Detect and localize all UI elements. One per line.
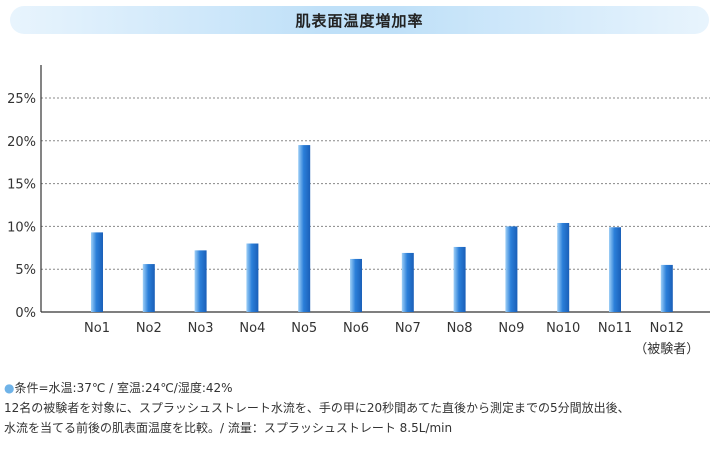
y-tick-label: 0% — [15, 306, 36, 321]
bar-no2 — [142, 264, 155, 312]
x-tick-label: No7 — [395, 321, 421, 336]
y-tick-label: 5% — [15, 263, 36, 278]
x-tick-label: No12 — [650, 321, 684, 336]
y-tick-label: 10% — [7, 220, 36, 235]
x-tick-label: No1 — [84, 321, 110, 336]
bar-no10 — [557, 222, 570, 312]
x-tick-label: No10 — [546, 321, 580, 336]
bar-no9 — [505, 226, 518, 312]
bar-no8 — [453, 246, 466, 312]
notes: ●条件=水温:37℃ / 室温:24℃/湿度:42% 12名の被験者を対象に、ス… — [4, 378, 630, 438]
x-tick-label: No9 — [498, 321, 524, 336]
bar-no1 — [91, 232, 103, 312]
x-tick-label: No2 — [136, 321, 162, 336]
x-tick-label: No8 — [447, 321, 473, 336]
y-tick-label: 15% — [7, 178, 36, 193]
bullet-icon: ● — [4, 381, 15, 395]
chart-title-bar: 肌表面温度増加率 — [10, 6, 709, 34]
bar-no4 — [246, 243, 259, 312]
y-tick-label: 20% — [7, 135, 36, 150]
bar-chart: 0% 5% 10% 15% 20% 25% No1 No2 No3 No4 No5 No6 No7 No8… — [7, 65, 710, 357]
bar-no6 — [350, 258, 362, 312]
x-tick-label: No4 — [239, 321, 265, 336]
x-tick-sublabel: （被験者） — [634, 342, 699, 357]
x-tick-label: No5 — [291, 321, 317, 336]
bar-no5 — [298, 145, 311, 312]
bar-no7 — [401, 252, 414, 312]
conditions-note: ●条件=水温:37℃ / 室温:24℃/湿度:42% — [4, 378, 630, 398]
chart-title: 肌表面温度増加率 — [295, 11, 424, 30]
y-tick-label: 25% — [7, 92, 36, 107]
bar-no3 — [194, 250, 207, 312]
bar-no11 — [609, 227, 621, 312]
conditions-text: 条件=水温:37℃ / 室温:24℃/湿度:42% — [14, 381, 233, 395]
method-note-1: 12名の被験者を対象に、スプラッシュストレート水流を、手の甲に20秒間あてた直後… — [4, 401, 630, 415]
bar-no12 — [660, 264, 673, 312]
method-note-2: 水流を当てる前後の肌表面温度を比較。/ 流量：スプラッシュストレート 8.5L/… — [4, 421, 453, 435]
x-tick-label: No3 — [188, 321, 214, 336]
x-tick-label: No11 — [598, 321, 632, 336]
x-tick-label: No6 — [343, 321, 369, 336]
